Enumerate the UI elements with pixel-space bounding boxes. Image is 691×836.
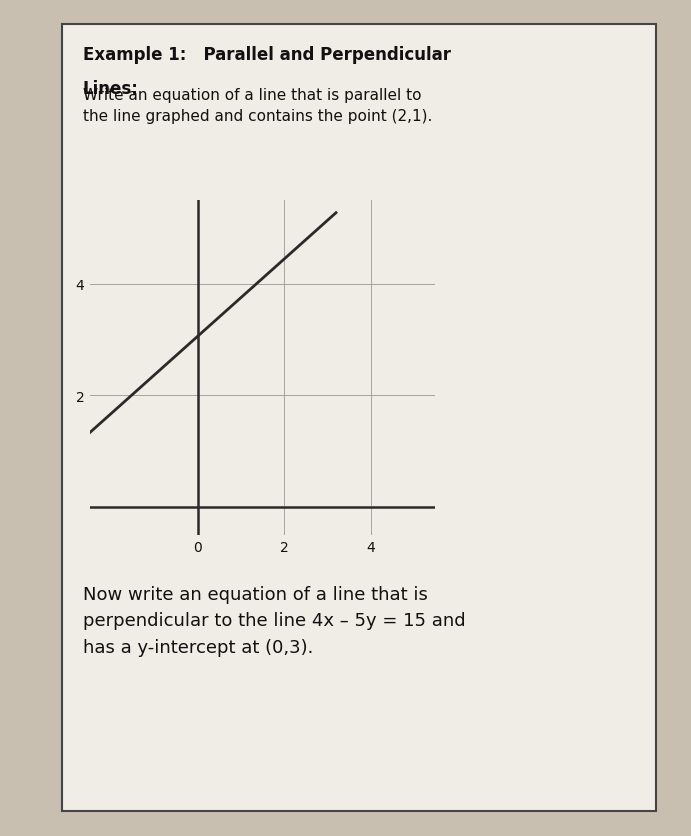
Text: Example 1:: Example 1: — [83, 46, 187, 64]
Text: Write an equation of a line that is parallel to
the line graphed and contains th: Write an equation of a line that is para… — [83, 88, 433, 124]
Text: Lines:: Lines: — [83, 79, 139, 98]
Text: Parallel and Perpendicular: Parallel and Perpendicular — [192, 46, 451, 64]
Text: Now write an equation of a line that is
perpendicular to the line 4x – 5y = 15 a: Now write an equation of a line that is … — [83, 585, 466, 656]
FancyBboxPatch shape — [62, 25, 656, 811]
